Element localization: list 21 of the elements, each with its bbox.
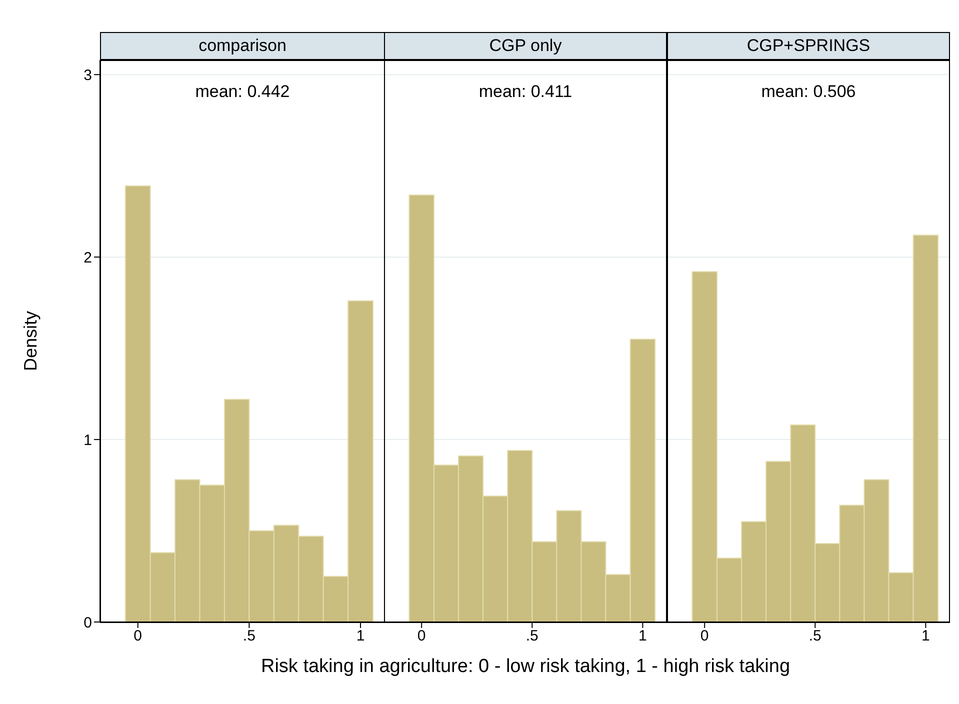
x-axis-title: Risk taking in agriculture: 0 - low risk taking, 1 - high risk taking — [260, 656, 792, 678]
y-tick-label: 2 — [84, 249, 92, 266]
annotation: mean: 0.442 — [194, 82, 291, 102]
x-tick-label: 1 — [638, 628, 647, 645]
y-tick-label: 1 — [84, 432, 92, 449]
annotation: mean: 0.506 — [760, 82, 857, 102]
chart-title: comparison — [100, 32, 385, 60]
x-tick-label: .5 — [242, 628, 256, 645]
x-tick-label: .5 — [526, 628, 538, 645]
chart-title: CGP+SPRINGS — [667, 32, 950, 60]
x-tick-label: .5 — [808, 628, 822, 645]
y-tick-label: 0 — [84, 614, 92, 632]
x-tick-label: 1 — [356, 628, 365, 645]
x-tick-label: 0 — [700, 628, 709, 645]
y-axis-title: Density — [20, 310, 40, 372]
x-tick-label: 1 — [922, 628, 930, 645]
y-tick-label: 3 — [84, 66, 92, 84]
x-tick-label: 0 — [417, 628, 426, 645]
x-tick-label: 0 — [134, 628, 142, 645]
annotation: mean: 0.411 — [478, 82, 574, 102]
chart-title: CGP only — [384, 32, 667, 60]
